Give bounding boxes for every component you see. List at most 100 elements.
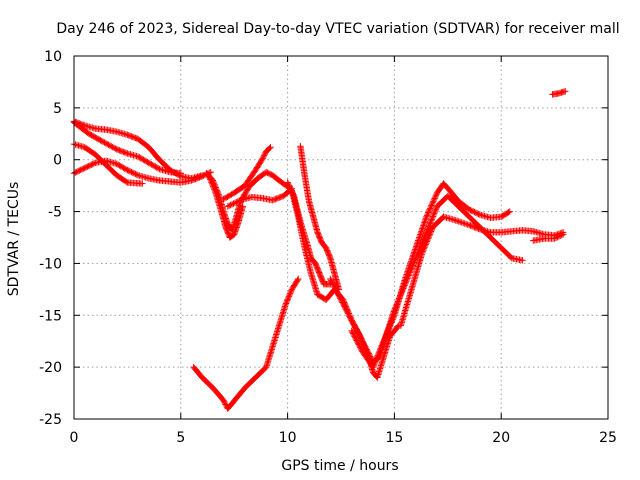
data-point bbox=[390, 314, 397, 322]
data-point bbox=[385, 326, 392, 333]
series-arc-4 bbox=[70, 157, 214, 186]
data-point bbox=[260, 152, 268, 159]
data-point bbox=[285, 180, 292, 188]
data-point bbox=[349, 330, 357, 337]
data-point bbox=[334, 290, 342, 298]
data-point bbox=[424, 210, 431, 218]
data-point bbox=[354, 340, 362, 347]
data-point bbox=[98, 137, 105, 145]
data-point bbox=[344, 308, 351, 316]
data-point bbox=[287, 186, 295, 193]
data-point bbox=[327, 275, 334, 283]
data-point bbox=[84, 163, 91, 170]
data-point bbox=[133, 171, 140, 178]
data-point bbox=[81, 164, 88, 172]
data-point bbox=[150, 162, 158, 170]
data-point bbox=[108, 143, 115, 150]
data-point bbox=[338, 297, 345, 305]
data-point bbox=[337, 295, 344, 302]
data-point bbox=[285, 294, 292, 302]
data-point bbox=[371, 359, 379, 367]
data-point bbox=[402, 274, 409, 281]
data-point bbox=[114, 146, 122, 154]
data-point bbox=[132, 134, 139, 142]
data-point bbox=[326, 253, 333, 261]
data-point bbox=[347, 314, 354, 321]
data-point bbox=[475, 210, 482, 218]
data-point bbox=[228, 201, 236, 208]
data-point bbox=[372, 356, 380, 364]
data-point bbox=[239, 203, 246, 210]
data-point bbox=[475, 225, 482, 232]
data-point bbox=[244, 186, 251, 193]
data-point bbox=[404, 266, 412, 274]
data-point bbox=[357, 345, 365, 353]
data-point bbox=[356, 332, 363, 339]
data-point bbox=[471, 223, 478, 231]
data-point bbox=[401, 275, 409, 283]
data-point bbox=[422, 230, 430, 237]
data-point bbox=[152, 163, 159, 170]
data-point bbox=[294, 277, 301, 284]
data-point bbox=[373, 355, 380, 362]
data-point bbox=[117, 147, 124, 155]
data-point bbox=[153, 164, 160, 171]
data-point bbox=[99, 138, 107, 145]
data-point bbox=[337, 296, 345, 303]
data-point bbox=[406, 262, 413, 269]
data-point bbox=[425, 209, 432, 216]
data-point bbox=[370, 362, 377, 369]
data-point bbox=[136, 154, 143, 161]
data-point bbox=[394, 323, 401, 331]
data-point bbox=[124, 166, 131, 174]
data-point bbox=[422, 216, 429, 223]
data-point bbox=[451, 216, 458, 224]
data-point bbox=[432, 193, 439, 201]
data-point bbox=[419, 225, 426, 232]
data-point bbox=[118, 148, 126, 155]
data-point bbox=[405, 265, 412, 272]
data-point bbox=[411, 249, 418, 256]
data-point bbox=[430, 210, 438, 217]
data-point bbox=[377, 345, 384, 352]
data-point bbox=[267, 144, 274, 151]
data-point bbox=[137, 154, 144, 162]
data-point bbox=[458, 219, 465, 226]
data-point bbox=[116, 147, 123, 154]
data-point bbox=[402, 272, 410, 280]
data-point bbox=[381, 336, 388, 343]
data-point bbox=[387, 320, 395, 328]
data-point bbox=[420, 236, 427, 243]
data-point bbox=[411, 247, 418, 255]
data-point bbox=[418, 226, 426, 234]
data-point bbox=[430, 196, 438, 204]
data-point bbox=[423, 212, 431, 219]
data-point bbox=[355, 331, 362, 338]
data-point bbox=[349, 318, 356, 326]
data-point bbox=[101, 139, 108, 146]
data-point bbox=[233, 199, 240, 206]
data-point bbox=[241, 191, 248, 198]
data-point bbox=[78, 166, 86, 173]
data-point bbox=[283, 298, 290, 306]
data-point bbox=[86, 162, 94, 169]
data-point bbox=[403, 269, 411, 277]
data-point bbox=[427, 228, 435, 235]
data-point bbox=[383, 330, 390, 338]
series-arc-17 bbox=[549, 88, 569, 98]
series-arc-2 bbox=[70, 119, 184, 177]
data-point bbox=[121, 149, 128, 156]
data-point bbox=[112, 145, 119, 152]
data-point bbox=[384, 327, 392, 335]
chart-title: Day 246 of 2023, Sidereal Day-to-day VTE… bbox=[56, 21, 619, 37]
data-point bbox=[221, 195, 229, 202]
data-point bbox=[424, 235, 432, 242]
data-point bbox=[126, 168, 134, 175]
data-point bbox=[428, 200, 436, 208]
data-point bbox=[120, 164, 127, 171]
data-point bbox=[260, 153, 267, 161]
y-tick-label: -25 bbox=[39, 412, 62, 428]
y-tick-label: 10 bbox=[44, 49, 62, 65]
data-point bbox=[242, 188, 250, 196]
